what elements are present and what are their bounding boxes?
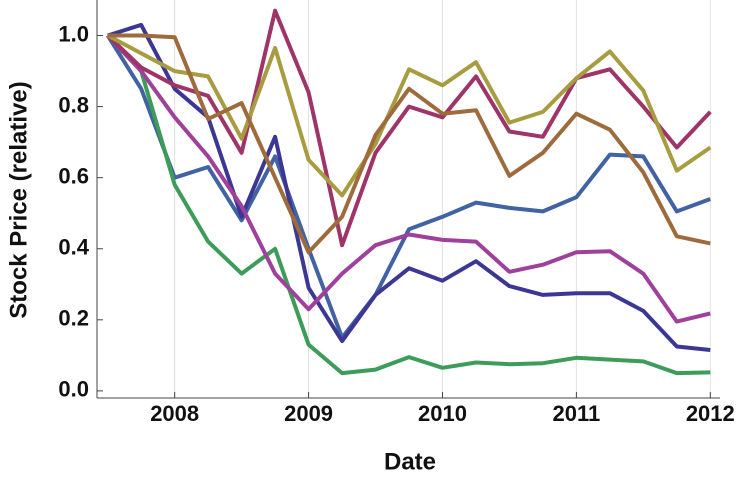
x-tick-label: 2012: [686, 401, 735, 426]
x-tick-label: 2011: [553, 401, 601, 426]
series-line: [106, 33, 712, 198]
series-line: [106, 34, 711, 340]
y-tick-label: 0.8: [58, 92, 89, 117]
x-tick-label: 2009: [284, 401, 333, 426]
x-tick-label: 2008: [150, 401, 199, 426]
y-tick-label: 0.6: [58, 163, 89, 188]
y-tick-label: 0.2: [58, 306, 89, 331]
y-axis-label: Stock Price (relative): [5, 81, 32, 318]
x-axis-label: Date: [384, 448, 436, 475]
series-line: [106, 34, 711, 324]
series-line: [107, 33, 711, 255]
series-line: [106, 8, 712, 248]
y-tick-label: 0.0: [58, 377, 89, 402]
x-tick-label: 2010: [418, 401, 467, 426]
series-line: [106, 34, 711, 376]
y-tick-label: 0.4: [58, 235, 89, 260]
y-tick-label: 1.0: [58, 21, 89, 46]
